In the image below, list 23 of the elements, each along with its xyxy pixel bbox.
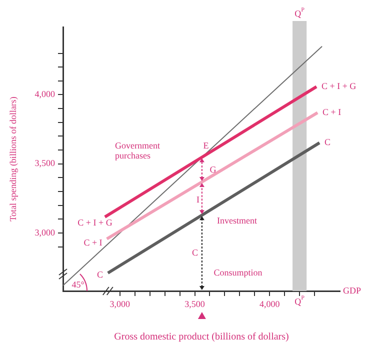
annotation: Government purchases xyxy=(115,140,160,160)
annotation: Investment xyxy=(217,215,258,226)
annotation: G xyxy=(210,164,217,174)
x-tick-label: 3,000 xyxy=(110,298,131,309)
annotation: C xyxy=(192,247,198,258)
series-label: C + I + G xyxy=(321,81,357,92)
annotation: C + I + G xyxy=(78,217,113,228)
annotation: C + I xyxy=(84,237,102,248)
annotation: I xyxy=(196,194,200,204)
y-tick-label: 4,000 xyxy=(34,89,56,100)
y-axis-title: Total spending (billions of dollars) xyxy=(8,96,18,222)
series-label: C + I xyxy=(322,107,342,118)
x-axis-title: Gross domestic product (billions of dollars) xyxy=(114,332,289,343)
annotation: E xyxy=(203,140,210,150)
annotation: 45° xyxy=(72,279,85,290)
annotation: Consumption xyxy=(214,267,263,278)
x-tick-label: 4,000 xyxy=(260,298,280,309)
annotation: C xyxy=(96,269,104,280)
y-tick-label: 3,000 xyxy=(34,227,56,238)
x-tick-label: 3,500 xyxy=(184,298,206,309)
text: GDP xyxy=(342,285,362,296)
series-label: C xyxy=(324,137,331,148)
y-tick-label: 3,500 xyxy=(34,158,56,168)
